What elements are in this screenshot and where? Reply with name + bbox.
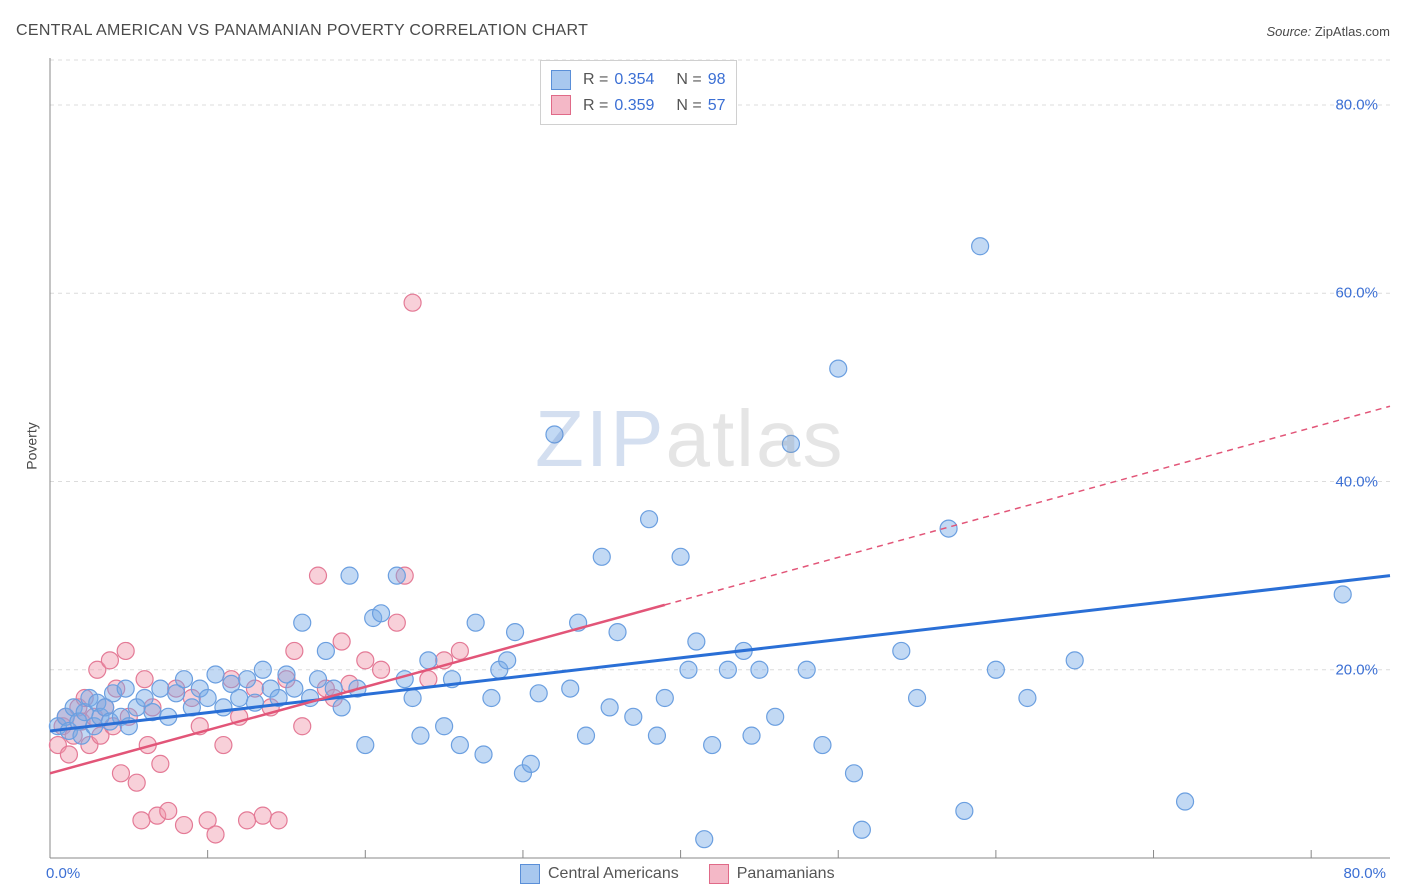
r-label: R = — [583, 93, 608, 119]
x-tick-min: 0.0% — [46, 865, 80, 882]
legend-label: Central Americans — [548, 865, 679, 883]
x-tick-max: 80.0% — [1343, 865, 1386, 882]
r-label: R = — [583, 67, 608, 93]
source-label: Source: — [1266, 24, 1314, 39]
chart-container: CENTRAL AMERICAN VS PANAMANIAN POVERTY C… — [0, 0, 1406, 892]
chart-title: CENTRAL AMERICAN VS PANAMANIAN POVERTY C… — [16, 22, 588, 40]
stats-row: R =0.359 N = 57 — [551, 93, 726, 119]
series-legend: Central Americans Panamanians — [520, 864, 835, 884]
n-label: N = — [676, 93, 701, 119]
y-tick-label: 80.0% — [1335, 97, 1378, 114]
y-tick-label: 60.0% — [1335, 285, 1378, 302]
series-swatch — [520, 864, 540, 884]
legend-item: Central Americans — [520, 864, 679, 884]
source-attribution: Source: ZipAtlas.com — [1266, 24, 1390, 39]
y-axis-label: Poverty — [24, 422, 40, 469]
scatter-chart — [50, 58, 1390, 858]
r-value: 0.359 — [614, 93, 654, 119]
legend-item: Panamanians — [709, 864, 835, 884]
series-swatch — [551, 70, 571, 90]
source-name: ZipAtlas.com — [1315, 24, 1390, 39]
series-swatch — [709, 864, 729, 884]
stats-legend-box: R =0.354 N = 98 R =0.359 N = 57 — [540, 60, 737, 125]
legend-label: Panamanians — [737, 865, 835, 883]
n-value: 57 — [708, 93, 726, 119]
series-swatch — [551, 95, 571, 115]
y-tick-label: 20.0% — [1335, 661, 1378, 678]
y-tick-label: 40.0% — [1335, 473, 1378, 490]
n-value: 98 — [708, 67, 726, 93]
r-value: 0.354 — [614, 67, 654, 93]
plot-area: ZIPatlas R =0.354N =98R =0.359N =57 20.0… — [50, 58, 1390, 858]
stats-row: R =0.354 N = 98 — [551, 67, 726, 93]
n-label: N = — [676, 67, 701, 93]
